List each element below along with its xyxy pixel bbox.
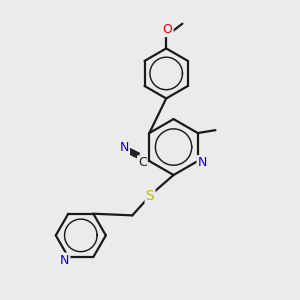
- Text: C: C: [138, 156, 147, 169]
- Text: S: S: [146, 189, 154, 202]
- Text: O: O: [163, 23, 172, 36]
- Text: N: N: [120, 141, 129, 154]
- Text: N: N: [60, 254, 69, 266]
- Text: N: N: [197, 156, 207, 169]
